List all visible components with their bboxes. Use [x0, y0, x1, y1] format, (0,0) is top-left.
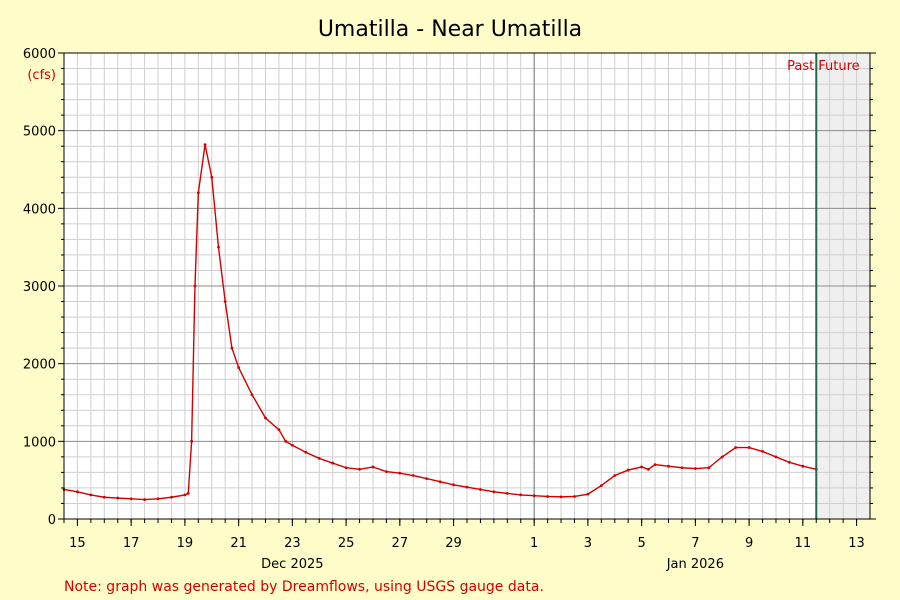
data-point — [170, 495, 173, 499]
data-point — [237, 366, 241, 369]
data-point — [304, 450, 308, 454]
data-point — [425, 477, 429, 481]
data-point — [358, 467, 361, 471]
data-point — [452, 483, 455, 487]
x-tick-label: 3 — [584, 536, 592, 551]
y-tick-label: 3000 — [23, 280, 56, 295]
data-point — [599, 484, 603, 487]
data-point — [284, 439, 288, 443]
y-tick-label: 0 — [48, 513, 56, 528]
data-point — [479, 488, 482, 491]
x-tick-label: 7 — [691, 536, 699, 551]
data-point — [186, 491, 190, 495]
data-point — [290, 443, 294, 447]
x-tick-label: 25 — [338, 536, 355, 551]
data-point — [89, 493, 93, 497]
data-point — [747, 446, 751, 449]
data-point — [680, 466, 684, 470]
data-point — [492, 490, 496, 494]
data-point — [559, 495, 563, 499]
month-label: Jan 2026 — [666, 557, 724, 572]
data-point — [331, 461, 335, 465]
x-tick-label: 9 — [745, 536, 753, 551]
data-point — [707, 466, 711, 470]
data-point — [465, 485, 469, 489]
x-tick-label: 1 — [530, 536, 538, 551]
month-label: Dec 2025 — [261, 557, 323, 572]
data-point — [788, 460, 791, 464]
data-point — [143, 498, 147, 501]
data-point — [667, 464, 670, 468]
data-point — [519, 493, 523, 497]
y-tick-label: 2000 — [23, 358, 56, 373]
data-point — [774, 455, 778, 459]
data-point — [586, 492, 590, 496]
data-point — [223, 300, 227, 303]
plot-area — [62, 52, 871, 520]
x-tick-label: 13 — [848, 536, 865, 551]
data-point — [761, 450, 764, 453]
grid — [63, 52, 870, 520]
data-point — [546, 495, 549, 498]
x-tick-label: 5 — [637, 536, 645, 551]
data-point — [720, 455, 724, 459]
data-point — [693, 467, 697, 470]
data-point — [183, 493, 187, 497]
data-point — [626, 468, 630, 472]
data-point — [129, 497, 133, 501]
x-tick-label: 11 — [795, 536, 812, 551]
x-tick-label: 23 — [284, 536, 301, 551]
data-point — [801, 464, 805, 468]
data-point — [230, 346, 234, 350]
data-point — [264, 416, 267, 420]
x-tick-label: 19 — [177, 536, 194, 551]
y-tick-label: 4000 — [23, 202, 56, 217]
x-tick-label: 27 — [392, 536, 409, 551]
chart-title: Umatilla - Near Umatilla — [318, 17, 582, 42]
past-label: Past — [787, 59, 814, 74]
data-point — [573, 495, 576, 498]
data-point — [250, 393, 254, 397]
data-point — [734, 446, 738, 449]
data-point — [277, 428, 281, 432]
data-point — [344, 466, 348, 470]
data-point — [411, 474, 415, 477]
data-point — [438, 480, 442, 484]
data-point — [653, 463, 657, 467]
y-tick-label: 5000 — [23, 125, 56, 140]
series-group — [62, 143, 818, 501]
data-point — [76, 490, 79, 494]
x-tick-label: 29 — [445, 536, 462, 551]
x-tick-label: 15 — [69, 536, 86, 551]
data-point — [371, 465, 375, 469]
data-point — [116, 496, 120, 500]
data-point — [102, 495, 106, 499]
x-tick-label: 21 — [230, 536, 247, 551]
data-point — [385, 470, 388, 474]
data-point — [398, 471, 402, 475]
data-point — [193, 284, 197, 288]
unit-label: (cfs) — [27, 68, 56, 83]
data-point — [156, 497, 160, 501]
data-point — [203, 143, 207, 147]
y-tick-label: 6000 — [23, 47, 56, 62]
data-point — [217, 245, 220, 249]
data-point — [317, 457, 321, 460]
footer-note: Note: graph was generated by Dreamflows,… — [64, 579, 544, 595]
y-tick-label: 1000 — [23, 435, 56, 450]
data-point — [613, 474, 617, 477]
data-point — [505, 491, 509, 495]
data-point — [646, 467, 650, 471]
data-point — [640, 465, 644, 469]
data-point — [190, 439, 194, 443]
data-point — [196, 191, 200, 195]
data-point — [532, 494, 536, 498]
data-point — [210, 175, 214, 179]
x-tick-label: 17 — [123, 536, 140, 551]
future-label: Future — [818, 59, 859, 74]
